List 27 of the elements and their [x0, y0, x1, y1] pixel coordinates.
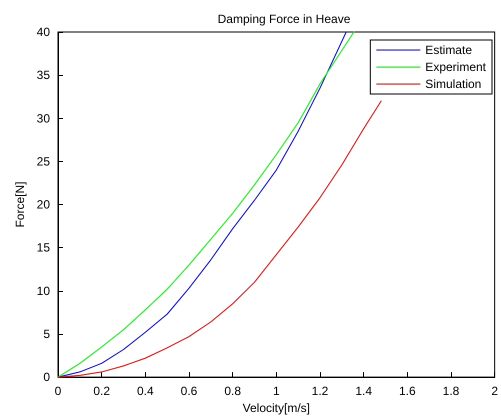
x-tick-label: 0	[54, 384, 62, 398]
y-tick-label: 0	[43, 370, 50, 384]
x-tick-label: 0.8	[224, 384, 242, 398]
chart-title: Damping Force in Heave	[218, 12, 351, 26]
y-tick-label: 10	[36, 284, 50, 298]
x-tick-label: 1.4	[355, 384, 372, 398]
x-tick-label: 2	[491, 384, 498, 398]
y-tick-label: 15	[36, 240, 50, 255]
x-tick-label: 0.4	[136, 384, 154, 398]
line-series	[58, 100, 382, 378]
y-tick-label: 5	[43, 326, 50, 341]
x-tick-label: 1.2	[312, 384, 329, 398]
legend-label: Simulation	[425, 77, 482, 91]
x-axis-title: Velocity[m/s]	[242, 401, 310, 415]
y-axis-title: Force[N]	[12, 182, 27, 228]
y-tick-label: 30	[36, 111, 50, 126]
y-tick-label: 25	[36, 154, 50, 168]
legend-label: Estimate	[425, 43, 472, 57]
x-tick-label: 1	[272, 384, 280, 398]
y-tick-label: 40	[36, 25, 50, 39]
x-tick-label: 0.6	[180, 384, 198, 398]
x-tick-label: 1.8	[442, 384, 460, 398]
y-tick-label: 20	[36, 198, 50, 212]
y-tick-label: 35	[36, 68, 50, 82]
x-tick-label: 0.2	[93, 384, 110, 398]
legend-label: Experiment	[425, 60, 487, 74]
x-tick-label: 1.6	[398, 384, 416, 398]
